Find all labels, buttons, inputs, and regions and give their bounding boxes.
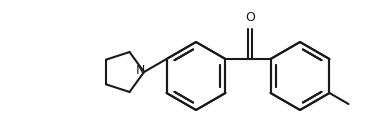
Text: O: O xyxy=(245,11,255,24)
Text: N: N xyxy=(135,64,145,77)
